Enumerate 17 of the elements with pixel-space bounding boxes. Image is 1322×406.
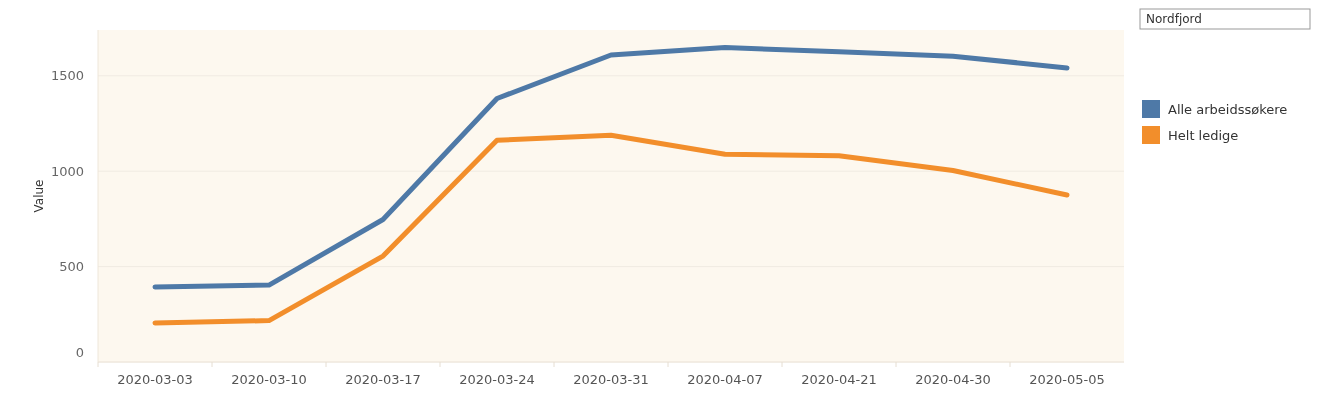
- y-tick-label: 0: [75, 344, 84, 360]
- x-tick-label: 2020-04-21: [801, 372, 877, 387]
- y-tick-label: 500: [59, 259, 84, 275]
- x-tick-label: 2020-03-03: [117, 372, 193, 387]
- x-tick-label: 2020-03-31: [573, 372, 649, 387]
- x-tick-label: 2020-03-17: [345, 372, 421, 387]
- x-tick-label: 2020-03-10: [231, 372, 307, 387]
- x-tick-label: 2020-03-24: [459, 372, 535, 387]
- y-tick-label: 1000: [50, 163, 84, 179]
- x-tick-label: 2020-05-05: [1029, 372, 1105, 387]
- legend-label: Alle arbeidssøkere: [1168, 101, 1288, 117]
- y-tick-label: 1500: [50, 68, 84, 84]
- x-tick-label: 2020-04-30: [915, 372, 991, 387]
- x-tick-label: 2020-04-07: [687, 372, 763, 387]
- dropdown-field: Nordfjord: [1139, 8, 1311, 30]
- legend-label: Helt ledige: [1168, 127, 1239, 143]
- y-axis-title: Value: [32, 179, 46, 213]
